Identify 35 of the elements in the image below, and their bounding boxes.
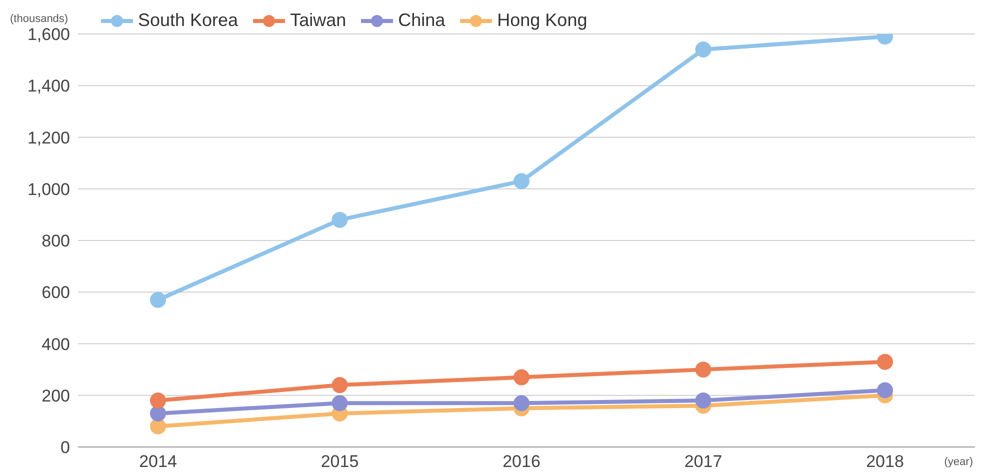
point xyxy=(514,173,530,190)
y-tick-label: 1,000 xyxy=(27,180,70,199)
x-tick-label: 2017 xyxy=(684,452,722,472)
point xyxy=(695,362,712,378)
point xyxy=(332,377,348,394)
y-tick-label: 800 xyxy=(42,232,70,251)
y-axis-title: (thousands) xyxy=(10,13,68,25)
point xyxy=(150,405,166,422)
legend-label: Taiwan xyxy=(289,10,346,31)
y-tick-label: 200 xyxy=(42,386,70,406)
point xyxy=(150,292,166,308)
x-tick-label: 2018 xyxy=(866,452,904,472)
y-tick-label: 0 xyxy=(60,438,70,458)
x-tick-label: 2016 xyxy=(502,452,540,472)
y-tick-label: 1,600 xyxy=(27,25,70,44)
y-tick-label: 1,400 xyxy=(27,76,70,96)
point xyxy=(514,369,530,386)
point xyxy=(332,395,348,412)
legend-label: Hong Kong xyxy=(496,10,588,31)
y-tick-label: 400 xyxy=(42,334,70,354)
legend-label: China xyxy=(397,10,446,31)
point xyxy=(150,392,166,409)
point xyxy=(695,41,712,58)
x-tick-label: 2014 xyxy=(139,452,177,472)
x-axis-title: (year) xyxy=(944,456,973,468)
point xyxy=(150,418,166,434)
y-tick-label: 1,200 xyxy=(27,128,70,148)
legend-label: South Korea xyxy=(137,10,238,31)
y-tick-label: 600 xyxy=(42,283,70,302)
x-tick-label: 2015 xyxy=(320,452,359,472)
point xyxy=(332,212,348,228)
point xyxy=(877,354,893,370)
point xyxy=(877,382,893,398)
point xyxy=(514,395,530,412)
point xyxy=(695,392,712,409)
